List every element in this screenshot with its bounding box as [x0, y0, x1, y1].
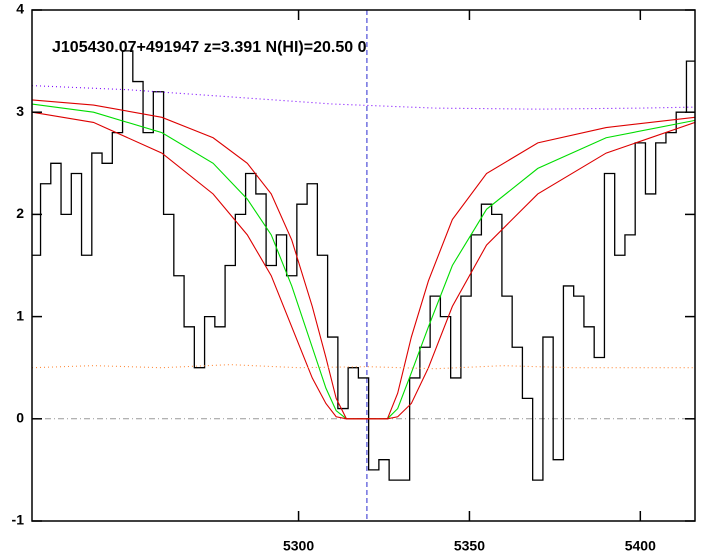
y-tick-label: 4 [16, 1, 24, 17]
chart-title: J105430.07+491947 z=3.391 N(HI)=20.50 0 [52, 39, 367, 56]
data-line [32, 85, 695, 110]
y-tick-label: 3 [16, 103, 24, 119]
x-tick-label: 5300 [283, 538, 314, 554]
data-line [32, 103, 695, 420]
y-tick-label: 0 [16, 410, 24, 426]
data-line [32, 111, 695, 420]
y-tick-label: 1 [16, 307, 24, 323]
plot-frame [31, 9, 696, 522]
data-line [32, 50, 695, 481]
data-line [32, 99, 695, 420]
y-tick-label: 2 [16, 205, 24, 221]
x-tick-label: 5400 [625, 538, 656, 554]
x-tick-label: 5350 [454, 538, 485, 554]
y-tick-label: -1 [12, 512, 25, 528]
data-line [32, 364, 695, 370]
